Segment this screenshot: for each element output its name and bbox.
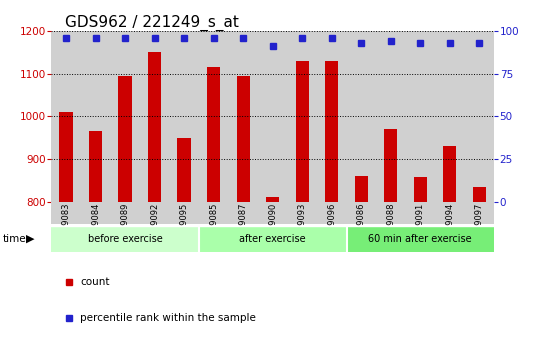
Bar <box>266 197 279 202</box>
Text: GSM19096: GSM19096 <box>327 203 336 248</box>
Bar <box>287 31 317 202</box>
Bar <box>140 31 170 202</box>
Text: GSM19094: GSM19094 <box>446 203 454 248</box>
Text: GSM19092: GSM19092 <box>150 203 159 248</box>
Bar <box>406 31 435 202</box>
Bar <box>347 226 494 252</box>
Bar <box>170 31 199 202</box>
Bar <box>51 202 81 224</box>
Bar <box>59 112 73 202</box>
Bar <box>148 52 161 202</box>
Bar <box>295 61 309 202</box>
Bar <box>464 202 494 224</box>
Bar <box>199 226 347 252</box>
Bar <box>347 202 376 224</box>
Bar <box>258 202 287 224</box>
Text: percentile rank within the sample: percentile rank within the sample <box>80 313 256 323</box>
Bar <box>325 61 339 202</box>
Bar <box>258 31 287 202</box>
Text: GSM19086: GSM19086 <box>357 203 366 248</box>
Bar <box>237 76 250 202</box>
Bar <box>178 138 191 202</box>
Bar <box>51 226 199 252</box>
Bar <box>199 202 228 224</box>
Text: GSM19087: GSM19087 <box>239 203 248 248</box>
Text: time: time <box>3 234 26 244</box>
Text: GSM19089: GSM19089 <box>120 203 130 248</box>
Bar <box>435 31 464 202</box>
Bar <box>347 31 376 202</box>
Bar <box>110 31 140 202</box>
Bar <box>228 202 258 224</box>
Bar <box>118 76 132 202</box>
Text: GSM19095: GSM19095 <box>180 203 188 248</box>
Text: GDS962 / 221249_s_at: GDS962 / 221249_s_at <box>65 15 239 31</box>
Bar <box>376 31 406 202</box>
Text: GSM19084: GSM19084 <box>91 203 100 248</box>
Bar <box>287 202 317 224</box>
Bar <box>443 146 456 202</box>
Bar <box>464 31 494 202</box>
Bar <box>110 202 140 224</box>
Text: count: count <box>80 277 110 287</box>
Text: GSM19085: GSM19085 <box>209 203 218 248</box>
Bar <box>472 187 486 202</box>
Bar <box>406 202 435 224</box>
Bar <box>435 202 464 224</box>
Text: ▶: ▶ <box>26 234 35 244</box>
Bar <box>81 202 110 224</box>
Text: GSM19097: GSM19097 <box>475 203 484 248</box>
Bar <box>414 177 427 202</box>
Text: GSM19088: GSM19088 <box>386 203 395 248</box>
Text: 60 min after exercise: 60 min after exercise <box>368 234 472 244</box>
Bar <box>355 176 368 202</box>
Bar <box>317 202 347 224</box>
Text: GSM19090: GSM19090 <box>268 203 277 248</box>
Bar <box>376 202 406 224</box>
Text: after exercise: after exercise <box>239 234 306 244</box>
Bar <box>317 31 347 202</box>
Bar <box>89 131 102 202</box>
Text: GSM19091: GSM19091 <box>416 203 425 248</box>
Bar <box>81 31 110 202</box>
Bar <box>199 31 228 202</box>
Bar <box>51 31 81 202</box>
Bar <box>170 202 199 224</box>
Text: GSM19093: GSM19093 <box>298 203 307 248</box>
Bar <box>140 202 170 224</box>
Bar <box>228 31 258 202</box>
Text: GSM19083: GSM19083 <box>62 203 71 248</box>
Text: before exercise: before exercise <box>87 234 163 244</box>
Bar <box>207 67 220 202</box>
Bar <box>384 129 397 202</box>
